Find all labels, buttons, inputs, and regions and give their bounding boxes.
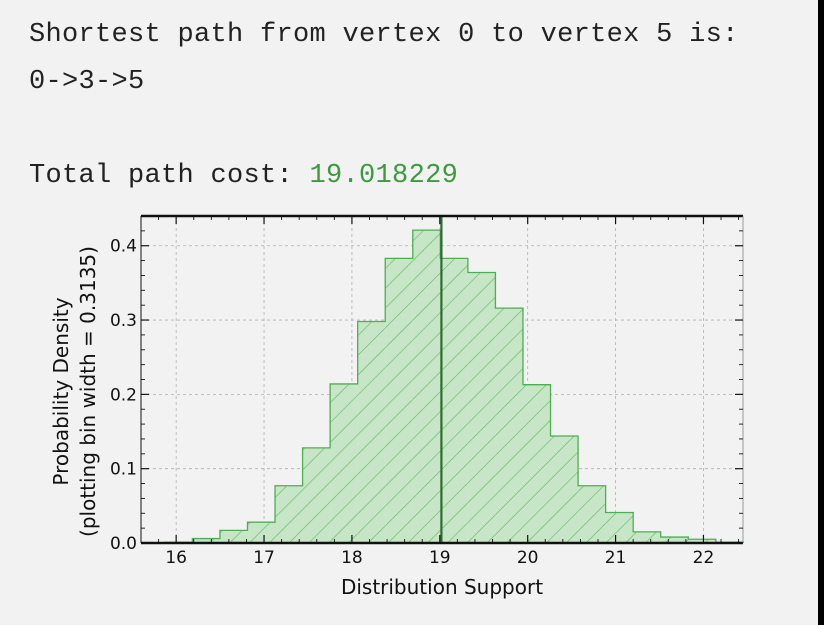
- histogram-bins: [164, 229, 745, 543]
- x-tick-label: 22: [693, 548, 715, 568]
- histogram-bar: [688, 539, 716, 543]
- y-axis-label-note: (plotting bin width = 0.3135): [76, 246, 100, 537]
- histogram-bar: [357, 321, 386, 543]
- axis-ticks: 16 17 18 19 20 21 22 0.0 0.1 0.2 0.3 0.4: [110, 215, 743, 568]
- y-tick-label: 0.0: [110, 534, 137, 554]
- x-tick-label: 16: [165, 548, 187, 568]
- histogram-bar: [522, 384, 551, 543]
- histogram-bar: [578, 485, 606, 543]
- shortest-path-result: 0->3->5: [29, 67, 145, 97]
- y-tick-label: 0.3: [110, 311, 137, 331]
- y-tick-label: 0.2: [110, 385, 137, 405]
- x-tick-label: 19: [429, 548, 451, 568]
- histogram-bar: [275, 485, 303, 543]
- histogram-bar: [192, 538, 220, 543]
- histogram-bar: [302, 447, 331, 543]
- histogram-outline: [164, 229, 745, 543]
- shortest-path-heading: Shortest path from vertex 0 to vertex 5 …: [29, 20, 739, 50]
- x-tick-label: 18: [341, 548, 363, 568]
- histogram-bar: [385, 258, 413, 543]
- total-cost-line: Total path cost: 19.018229: [29, 161, 458, 191]
- total-cost-value: 19.018229: [309, 161, 459, 191]
- y-tick-label: 0.1: [110, 460, 137, 480]
- histogram-bar: [412, 230, 441, 543]
- histogram-bar: [219, 530, 248, 543]
- histogram-bar: [605, 512, 634, 543]
- histogram-bar: [440, 258, 468, 543]
- x-axis-label: Distribution Support: [341, 575, 543, 599]
- x-tick-label: 17: [253, 548, 275, 568]
- x-tick-label: 21: [605, 548, 627, 568]
- histogram-bar: [467, 272, 496, 543]
- histogram-bar: [633, 531, 661, 543]
- histogram-bar: [550, 435, 579, 543]
- histogram-bar: [330, 383, 358, 543]
- x-tick-label: 20: [517, 548, 539, 568]
- y-tick-label: 0.4: [110, 237, 137, 257]
- y-axis-label: Probability Density: [49, 297, 73, 485]
- histogram-bar: [247, 522, 276, 543]
- total-cost-label: Total path cost:: [29, 161, 310, 191]
- histogram-bar: [660, 537, 689, 543]
- histogram-bar: [495, 308, 523, 543]
